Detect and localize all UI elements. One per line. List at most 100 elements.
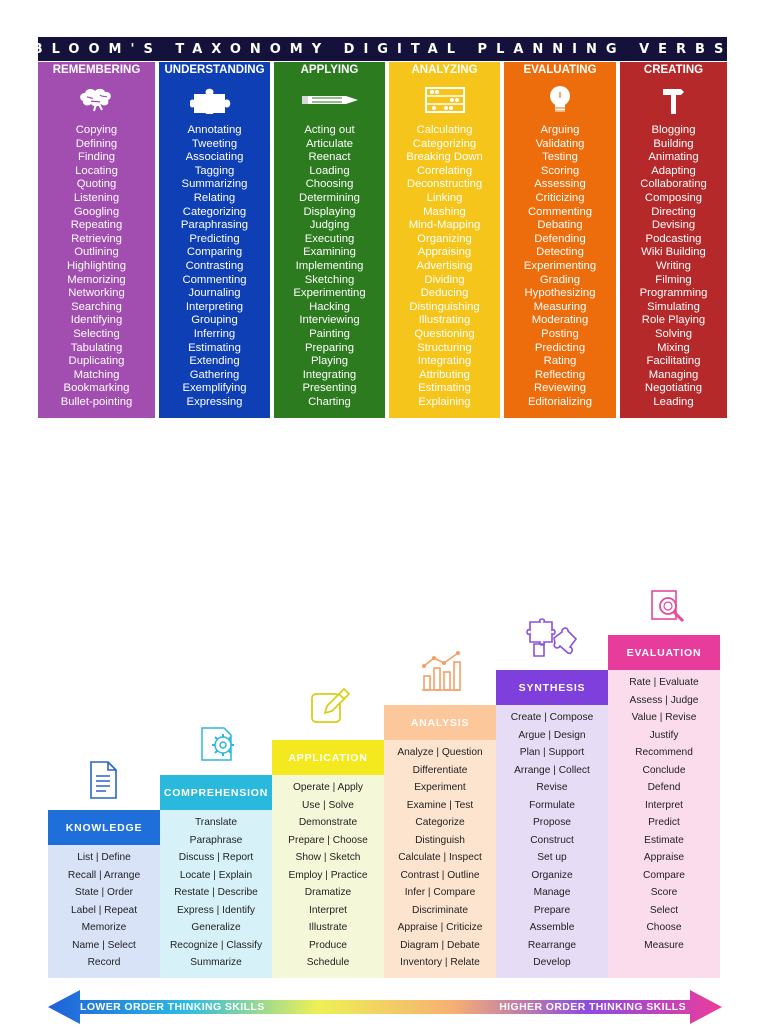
verb-item: Estimating [418, 382, 471, 395]
verb-item: Gathering [189, 368, 240, 381]
lightbulb-icon [504, 82, 616, 118]
verb-item: Executing [304, 232, 355, 245]
verb-item: Exemplifying [182, 382, 247, 395]
verb-item: Googling [73, 205, 120, 218]
step-heading-synthesis: SYNTHESIS [496, 670, 608, 705]
verb-item: Highlighting [66, 259, 127, 272]
step-verb-item: Record [87, 957, 121, 968]
verb-item: Measuring [533, 300, 587, 313]
verb-item: Structuring [417, 341, 472, 354]
step-body-knowledge: List | Define Recall | Arrange State | Ord… [48, 845, 160, 978]
step-verb-item: Justify [649, 729, 679, 741]
verb-item: Testing [542, 151, 578, 164]
verb-item: Memorizing [67, 273, 126, 286]
verb-item: Experimenting [523, 259, 597, 272]
pencil-icon [274, 82, 385, 118]
step-verb-list: Translate Paraphrase Discuss | Report Locat… [160, 810, 272, 972]
verb-item: Interpreting [185, 300, 244, 313]
document-icon [90, 761, 117, 799]
verb-item: Distinguishing [409, 300, 480, 313]
verb-item: Assessing [534, 178, 586, 191]
verb-item: Mashing [423, 205, 466, 218]
verb-item: Negotiating [644, 382, 703, 395]
step-verb-item: Formulate [529, 799, 575, 811]
verb-item: Presenting [302, 382, 357, 395]
verb-item: Associating [185, 151, 244, 164]
step-verb-item: Assemble [529, 922, 575, 933]
step-verb-item: Develop [533, 957, 571, 968]
verb-item: Filming [655, 273, 692, 286]
step-verb-item: Summarize [190, 957, 242, 968]
step-verb-item: Memorize [81, 922, 127, 933]
step-body-analysis: Analyze | Question Differentiate Experimen… [384, 740, 496, 978]
verb-item: Comparing [186, 246, 243, 259]
step-verb-list: Rate | Evaluate Assess | Judge Value | Rev… [608, 670, 720, 954]
verb-item: Tagging [194, 164, 235, 177]
verb-item: Linking [426, 191, 463, 204]
verb-item: Solving [654, 327, 693, 340]
hammer-icon [620, 82, 727, 118]
verb-item: Repeating [70, 219, 123, 232]
verb-item: Reenact [308, 151, 351, 164]
verb-item: Building [653, 137, 694, 150]
step-verb-item: Name | Select [72, 939, 136, 951]
verb-item: Scoring [540, 164, 580, 177]
step-verb-item: Produce [309, 939, 347, 951]
step-verb-item: Demonstrate [298, 817, 358, 828]
verb-item: Playing [310, 355, 349, 368]
verb-item: Programming [639, 287, 708, 300]
verb-item: Posting [541, 327, 579, 340]
step-verb-item: Contrast | Outline [400, 869, 480, 881]
verb-item: Dividing [424, 273, 465, 286]
step-verb-item: Assess | Judge [629, 694, 699, 706]
verb-item: Categorizing [412, 137, 477, 150]
verb-item: Collaborating [640, 178, 707, 191]
verb-item: Attributing [419, 368, 470, 381]
step-verb-item: Estimate [644, 834, 684, 846]
step-verb-list: Operate | Apply Use | Solve Demonstrate Pre… [272, 775, 384, 972]
verb-item: Leading [653, 395, 694, 408]
verb-item: Facilitating [646, 355, 701, 368]
column-heading: CREATING [643, 64, 704, 76]
step-verb-item: Conclude [642, 764, 686, 776]
column-analyzing: ANALYZING Calculating Categorizing Breakin… [389, 62, 500, 418]
verb-list: Blogging Building Animating Adapting Collabo… [620, 124, 727, 409]
verb-item: Mixing [657, 341, 690, 354]
step-verb-item: Choose [646, 922, 682, 933]
verb-item: Matching [73, 368, 120, 381]
step-verb-item: Set up [537, 852, 567, 863]
column-creating: CREATING Blogging Building Animating Adapti… [620, 62, 727, 418]
step-heading-comprehension: COMPREHENSION [160, 775, 272, 810]
verb-item: Summarizing [181, 178, 248, 191]
step-verb-item: Recall | Arrange [67, 869, 141, 881]
step-verb-item: Rate | Evaluate [629, 677, 699, 688]
step-verb-item: Employ | Practice [288, 869, 368, 881]
verb-item: Searching [71, 300, 122, 313]
verb-item: Illustrating [418, 314, 471, 327]
verb-item: Grading [539, 273, 581, 286]
step-verb-item: Measure [644, 939, 684, 951]
verb-item: Predicting [189, 232, 240, 245]
verb-item: Organizing [417, 232, 472, 245]
step-verb-item: Locate | Explain [179, 869, 253, 881]
verb-item: Interviewing [299, 314, 360, 327]
step-verb-item: Experiment [414, 782, 466, 793]
step-verb-item: Interpret [645, 799, 683, 811]
step-heading-application: APPLICATION [272, 740, 384, 775]
verb-item: Tweeting [191, 137, 238, 150]
verb-item: Grouping [191, 314, 238, 327]
verb-item: Debating [537, 219, 583, 232]
step-verb-item: Label | Repeat [70, 904, 138, 916]
step-verb-item: Diagram | Debate [400, 939, 480, 951]
step-verb-item: Propose [533, 817, 571, 828]
verb-item: Hacking [309, 300, 350, 313]
verb-item: Tabulating [70, 341, 123, 354]
verb-item: Devising [651, 219, 696, 232]
step-verb-item: Differentiate [412, 764, 468, 776]
verb-item: Judging [309, 219, 350, 232]
step-heading-analysis: ANALYSIS [384, 705, 496, 740]
step-verb-item: Operate | Apply [292, 782, 364, 793]
verb-item: Categorizing [182, 205, 247, 218]
step-verb-item: Create | Compose [510, 712, 594, 723]
verb-item: Expressing [186, 395, 243, 408]
